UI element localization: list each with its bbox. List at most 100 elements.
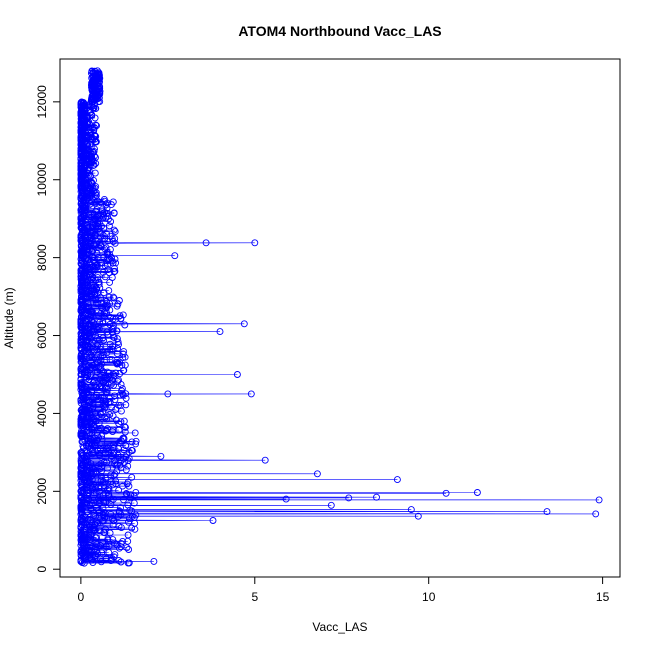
data-point: [130, 499, 138, 507]
data-point: [216, 328, 224, 336]
data-point: [99, 504, 107, 512]
data-point: [99, 319, 107, 327]
data-series-points: [77, 67, 603, 567]
data-point: [473, 489, 481, 496]
data-point: [101, 525, 109, 533]
data-point: [124, 531, 132, 539]
data-point: [125, 546, 133, 553]
data-point: [99, 367, 107, 375]
data-point: [95, 278, 103, 286]
data-point: [98, 549, 106, 557]
data-point: [104, 301, 112, 309]
data-point: [116, 358, 123, 366]
data-point: [157, 452, 165, 460]
data-point: [101, 513, 109, 521]
y-tick-label: 10000: [35, 163, 49, 197]
data-point: [128, 512, 136, 520]
data-point: [104, 535, 112, 543]
data-point: [99, 334, 107, 342]
data-point: [91, 381, 98, 389]
data-point: [209, 517, 217, 524]
data-point: [95, 462, 103, 470]
data-point: [103, 415, 110, 423]
data-point: [107, 380, 115, 388]
data-point: [105, 293, 113, 301]
data-point: [110, 209, 118, 217]
data-point: [87, 507, 95, 515]
data-point: [108, 515, 116, 523]
data-point: [121, 321, 129, 329]
data-point: [107, 477, 115, 485]
data-point: [103, 209, 110, 217]
data-point: [111, 267, 119, 275]
data-point: [106, 340, 114, 348]
data-point: [150, 557, 158, 565]
data-point: [118, 385, 126, 393]
data-point: [106, 321, 114, 328]
chart-title: ATOM4 Northbound Vacc_LAS: [238, 23, 441, 39]
y-tick-label: 0: [35, 566, 49, 573]
data-point: [115, 420, 123, 428]
data-point: [102, 498, 110, 506]
data-point: [120, 417, 128, 425]
data-series-lines: [79, 70, 600, 564]
data-point: [88, 317, 96, 325]
data-point: [103, 230, 111, 238]
data-point: [112, 259, 120, 267]
data-point: [164, 390, 172, 398]
data-point: [92, 355, 100, 363]
data-point: [89, 417, 97, 425]
data-point: [119, 434, 127, 442]
data-point: [117, 558, 125, 566]
data-point: [125, 559, 133, 567]
y-tick-label: 2000: [35, 478, 49, 505]
data-point: [118, 361, 126, 369]
data-point: [116, 312, 124, 320]
data-point: [114, 453, 122, 461]
data-point: [91, 67, 99, 75]
data-point: [100, 195, 108, 203]
x-tick-label: 0: [78, 590, 85, 604]
data-point: [92, 299, 100, 307]
data-point: [87, 421, 95, 429]
data-point: [92, 207, 100, 215]
data-point: [132, 440, 140, 448]
data-point: [106, 411, 114, 419]
data-point: [88, 244, 96, 252]
data-point: [115, 507, 123, 515]
x-tick-label: 15: [596, 590, 610, 604]
data-point: [111, 228, 119, 236]
data-point: [102, 554, 110, 562]
data-point: [92, 409, 100, 417]
data-point: [131, 429, 139, 437]
data-point: [592, 510, 600, 518]
data-point: [117, 539, 125, 547]
data-point: [82, 386, 90, 394]
data-point: [105, 372, 113, 380]
data-point: [122, 401, 130, 409]
data-point: [98, 435, 106, 443]
data-point: [113, 335, 121, 343]
data-point: [101, 474, 109, 482]
data-point: [88, 237, 96, 245]
data-point: [595, 496, 603, 504]
data-point: [124, 478, 132, 486]
data-point: [110, 444, 118, 452]
data-point: [119, 311, 127, 319]
data-point: [115, 439, 123, 447]
data-point: [109, 322, 117, 330]
data-point: [98, 377, 106, 385]
data-point: [98, 206, 106, 214]
data-point: [106, 356, 114, 363]
data-point: [100, 458, 108, 466]
data-point: [78, 379, 85, 387]
data-point: [96, 424, 104, 432]
data-point: [103, 458, 110, 466]
data-point: [79, 380, 87, 388]
data-point: [97, 356, 105, 364]
data-point: [115, 401, 123, 409]
data-point: [109, 346, 117, 354]
data-point: [111, 460, 119, 468]
data-point: [94, 323, 102, 330]
x-axis: 0 5 10 15: [78, 576, 610, 604]
